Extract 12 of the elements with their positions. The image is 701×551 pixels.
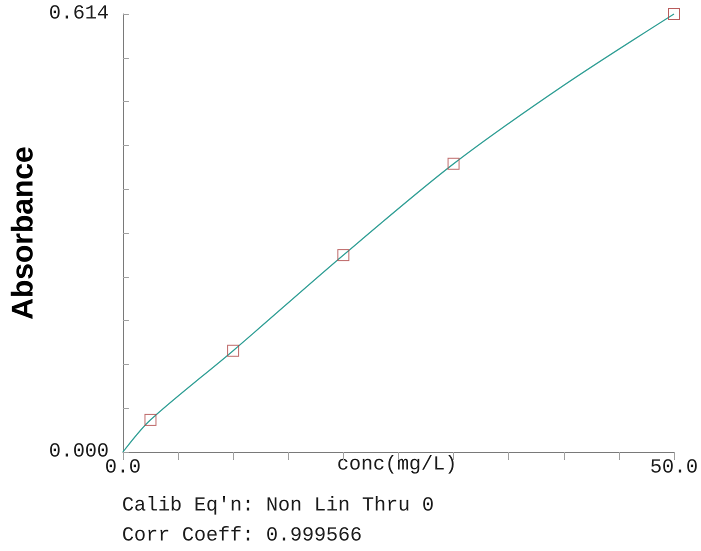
x-axis-title: conc(mg/L) bbox=[336, 454, 458, 476]
y-tick-label: 0.614 bbox=[48, 2, 109, 26]
point bbox=[144, 414, 156, 426]
x-tick-label: 0.0 bbox=[104, 456, 141, 480]
point bbox=[668, 8, 680, 20]
y-axis-title: Absorbance bbox=[6, 146, 40, 320]
point bbox=[227, 344, 240, 357]
x-tick-label: 50.0 bbox=[650, 456, 698, 480]
point bbox=[337, 249, 350, 262]
text: Calib Eq'n: Non Lin Thru 0 bbox=[122, 494, 434, 518]
text: Corr Coeff: 0.999566 bbox=[122, 524, 362, 548]
point bbox=[448, 158, 460, 170]
